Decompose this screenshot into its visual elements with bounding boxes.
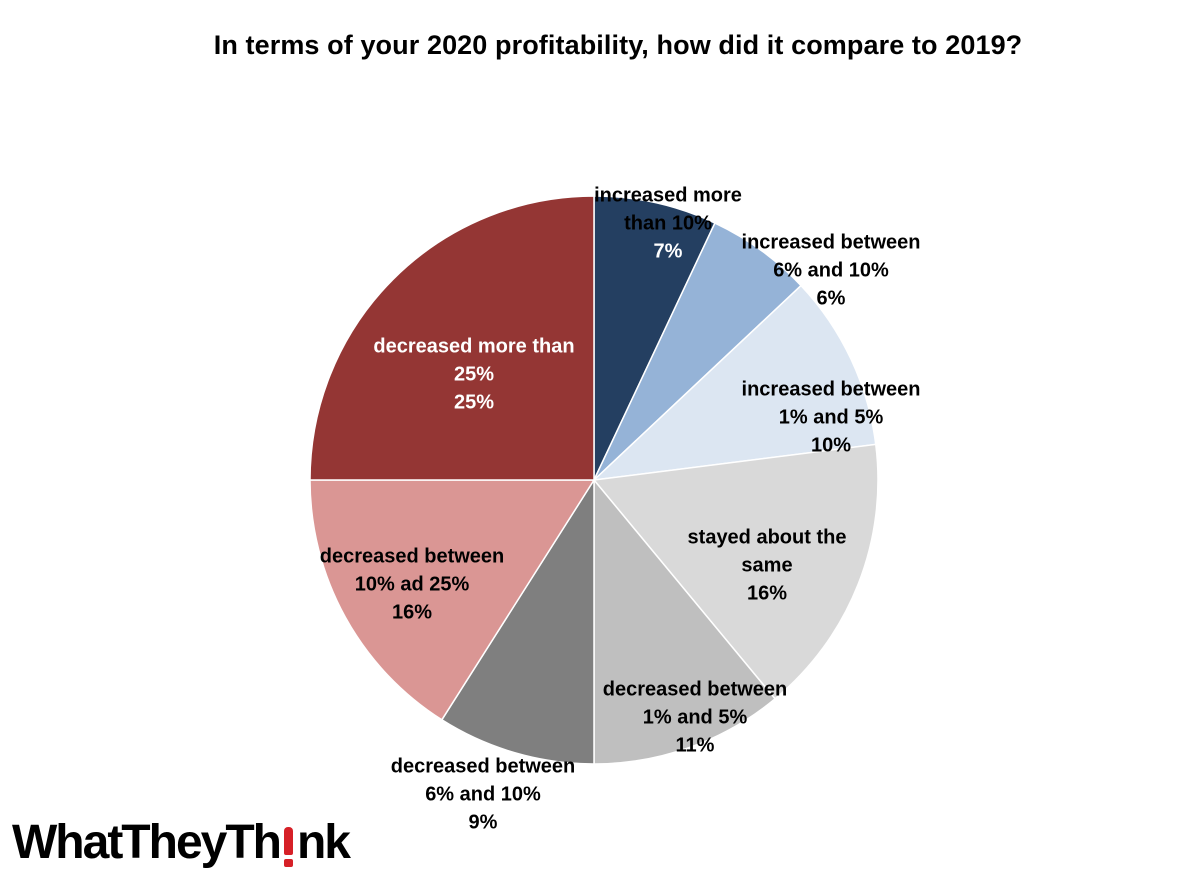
slice-category-label: increased between (742, 231, 921, 253)
pie-labels: increased more than 10% 7% increased betwee… (320, 184, 921, 833)
slice-value-label: 6% (817, 287, 846, 309)
slice-category-label: increased more (594, 184, 742, 206)
pie-slice (593, 195, 716, 481)
slice-value-label: 7% (654, 240, 683, 262)
slice-category-label: decreased between (391, 755, 576, 777)
slice-category-label: 1% and 5% (643, 706, 748, 728)
slice-value-label: 16% (747, 582, 787, 604)
slice-value-label: 9% (469, 811, 498, 833)
pie-slice (591, 284, 877, 482)
slice-category-label: decreased between (320, 545, 505, 567)
pie-slice (440, 477, 595, 765)
logo-text-end: nk (296, 816, 351, 869)
slice-category-label: 10% ad 25% (355, 573, 470, 595)
slice-value-label: 10% (811, 434, 851, 456)
exclamation-icon (281, 827, 295, 867)
slice-category-label: increased between (742, 378, 921, 400)
slice-value-label: 16% (392, 601, 432, 623)
pie-slices (309, 195, 879, 765)
slice-label: decreased between 6% and 10% 9% (391, 755, 576, 833)
logo-text-start: WhatTheyTh (12, 816, 282, 869)
pie-slice (593, 477, 777, 765)
pie-slice (309, 195, 595, 481)
slice-label: decreased between 10% ad 25% 16% (320, 545, 505, 623)
slice-value-label: 11% (676, 734, 715, 756)
slice-label: decreased between 1% and 5% 11% (603, 678, 788, 756)
slice-category-label: decreased between (603, 678, 788, 700)
slice-label: increased between 1% and 5% 10% (742, 378, 921, 456)
slice-value-label: 25% (454, 391, 494, 413)
slice-label: stayed about the same 16% (688, 526, 847, 604)
whattheythink-logo: WhatTheyTh nk (12, 797, 351, 869)
slice-label: decreased more than 25% 25% (373, 335, 574, 413)
slice-category-label: than 10% (624, 212, 712, 234)
slice-category-label: decreased more than (373, 335, 574, 357)
slice-category-label: 6% and 10% (425, 783, 541, 805)
slice-category-label: stayed about the (688, 526, 847, 548)
slice-category-label: same (741, 554, 792, 576)
pie-slice (309, 479, 596, 721)
slice-category-label: 25% (454, 363, 494, 385)
chart-title: In terms of your 2020 profitability, how… (213, 30, 1023, 60)
slice-label: increased more than 10% 7% (594, 184, 742, 262)
slice-label: increased between 6% and 10% 6% (742, 231, 921, 309)
slice-category-label: 1% and 5% (779, 406, 884, 428)
slice-category-label: 6% and 10% (773, 259, 889, 281)
pie-slice (592, 443, 879, 700)
